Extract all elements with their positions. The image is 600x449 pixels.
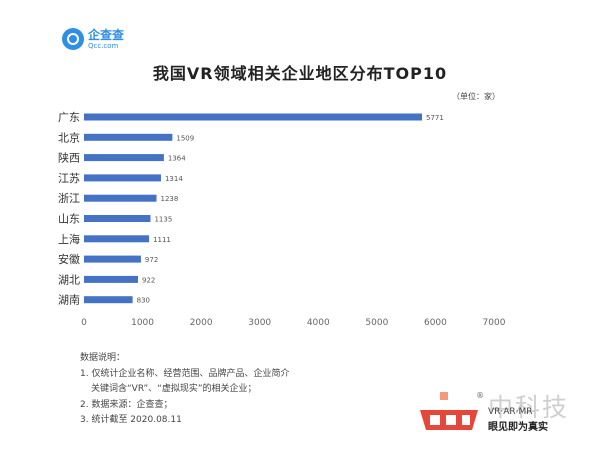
chart-title: 我国VR领域相关企业地区分布TOP10 xyxy=(152,64,448,83)
watermark-brand: 中科技 xyxy=(488,393,570,422)
data-notes: 数据说明： 1. 仅统计企业名称、经营范围、品牌产品、企业简介 关键词含“VR”… xyxy=(80,351,289,429)
value-label: 830 xyxy=(137,297,150,305)
bar xyxy=(84,133,173,141)
qcc-logo: 企查查 Qcc.com xyxy=(62,28,124,50)
watermark: ® 中科技 VR·AR·MR 眼见即为真实 xyxy=(418,388,593,433)
value-label: 5771 xyxy=(426,114,444,122)
notes-line-2: 2. 数据来源：企查查； xyxy=(80,399,173,410)
category-label: 上海 xyxy=(58,232,80,246)
watermark-sub-1: VR·AR·MR xyxy=(488,407,533,417)
notes-line-1: 1. 仅统计企业名称、经营范围、品牌产品、企业简介 xyxy=(80,368,290,379)
category-label: 北京 xyxy=(58,130,80,144)
magnifier-logo-icon xyxy=(62,28,84,50)
bar xyxy=(84,215,151,222)
category-label: 浙江 xyxy=(58,192,80,205)
category-label: 广东 xyxy=(58,111,80,124)
value-label: 1364 xyxy=(168,155,186,163)
x-tick-label: 3000 xyxy=(248,318,271,328)
value-label: 1238 xyxy=(161,195,179,203)
bar xyxy=(84,255,141,263)
category-label: 湖南 xyxy=(58,294,80,307)
value-label: 922 xyxy=(142,276,155,284)
category-label: 陕西 xyxy=(58,151,80,165)
category-label: 湖北 xyxy=(58,273,80,286)
unit-label: （单位：家） xyxy=(452,92,500,101)
bar xyxy=(84,275,139,283)
x-tick-label: 2000 xyxy=(190,318,213,328)
category-label: 江苏 xyxy=(58,172,80,185)
x-tick-label: 0 xyxy=(81,318,87,328)
category-label: 安徽 xyxy=(58,252,80,266)
x-tick-label: 6000 xyxy=(424,318,447,328)
notes-line-3: 3. 统计截至 2020.08.11 xyxy=(80,415,182,426)
bar xyxy=(84,296,133,304)
x-tick-label: 7000 xyxy=(483,318,506,328)
registered-symbol: ® xyxy=(476,391,484,400)
bar xyxy=(84,174,161,182)
value-label: 1135 xyxy=(154,216,172,224)
value-label: 972 xyxy=(145,256,158,264)
bar xyxy=(84,113,423,121)
watermark-logo-icon: ® xyxy=(420,391,484,430)
notes-heading: 数据说明： xyxy=(80,353,126,363)
bar xyxy=(84,194,157,202)
notes-line-1b: 关键词含“VR”、“虚拟现实”的相关企业； xyxy=(91,384,257,395)
value-label: 1314 xyxy=(165,175,183,183)
logo-name: 企查查 xyxy=(88,27,125,42)
x-tick-label: 4000 xyxy=(307,318,330,328)
x-tick-label: 5000 xyxy=(365,318,388,328)
x-tick-label: 1000 xyxy=(131,318,154,328)
watermark-sub-2: 眼见即为真实 xyxy=(488,422,548,433)
logo-sub: Qcc.com xyxy=(88,41,119,50)
bar xyxy=(84,154,164,162)
category-label: 山东 xyxy=(58,213,80,226)
bar xyxy=(84,235,150,243)
value-label: 1509 xyxy=(176,134,194,142)
value-label: 1111 xyxy=(153,236,171,244)
